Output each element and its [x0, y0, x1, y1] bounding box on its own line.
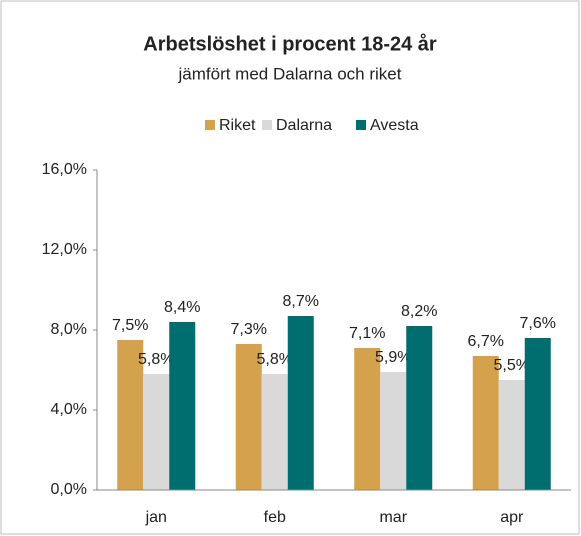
chart-title: Arbetslöshet i procent 18-24 år: [143, 32, 437, 55]
value-label: 5,8%: [138, 351, 174, 368]
x-tick-label: jan: [145, 509, 167, 526]
legend-label: Avesta: [370, 117, 419, 134]
y-tick-label: 4,0%: [51, 401, 87, 418]
bar: [235, 344, 262, 490]
value-label: 7,6%: [520, 315, 556, 332]
legend-label: Dalarna: [276, 117, 332, 134]
value-label: 7,1%: [349, 325, 385, 342]
bar: [287, 316, 314, 490]
legend-swatch: [262, 120, 272, 130]
x-tick-label: feb: [264, 509, 286, 526]
bar: [261, 374, 288, 490]
y-tick-label: 0,0%: [51, 481, 87, 498]
value-label: 5,9%: [375, 349, 411, 366]
value-label: 5,8%: [257, 351, 293, 368]
bar: [169, 322, 196, 490]
value-label: 5,5%: [494, 357, 530, 374]
bar: [380, 372, 407, 490]
bar: [143, 374, 170, 490]
value-label: 7,5%: [112, 317, 148, 334]
legend-swatch: [356, 120, 366, 130]
value-label: 8,2%: [401, 303, 437, 320]
bar: [524, 338, 551, 490]
y-tick-label: 12,0%: [42, 241, 87, 258]
bar: [472, 356, 499, 490]
legend-label: Riket: [219, 117, 256, 134]
value-label: 8,7%: [283, 293, 319, 310]
x-tick-label: mar: [379, 509, 407, 526]
x-tick-label: apr: [500, 509, 524, 526]
y-tick-label: 8,0%: [51, 321, 87, 338]
bar: [117, 340, 144, 490]
chart-subtitle: jämfört med Dalarna och riket: [178, 64, 402, 83]
y-tick-label: 16,0%: [42, 161, 87, 178]
value-label: 8,4%: [164, 299, 200, 316]
bar: [498, 380, 525, 490]
bar: [354, 348, 381, 490]
bar: [406, 326, 433, 490]
value-label: 6,7%: [468, 333, 504, 350]
legend-swatch: [205, 120, 215, 130]
value-label: 7,3%: [231, 321, 267, 338]
